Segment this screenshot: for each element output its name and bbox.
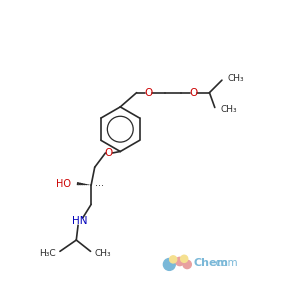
Text: O: O [105,148,113,158]
Text: O: O [189,88,197,98]
Text: HN: HN [72,216,88,226]
Text: O: O [144,88,153,98]
Text: .com: .com [212,258,238,268]
Text: HO: HO [56,178,71,189]
Circle shape [169,256,177,263]
Circle shape [183,260,191,268]
Text: Chem: Chem [194,258,229,268]
Circle shape [164,259,175,270]
Text: CH₃: CH₃ [220,105,237,114]
Circle shape [181,255,188,262]
Text: CH₃: CH₃ [227,74,244,83]
Text: CH₃: CH₃ [95,249,111,258]
Text: H₃C: H₃C [39,249,56,258]
Circle shape [176,257,184,266]
Text: ...: ... [95,178,104,188]
